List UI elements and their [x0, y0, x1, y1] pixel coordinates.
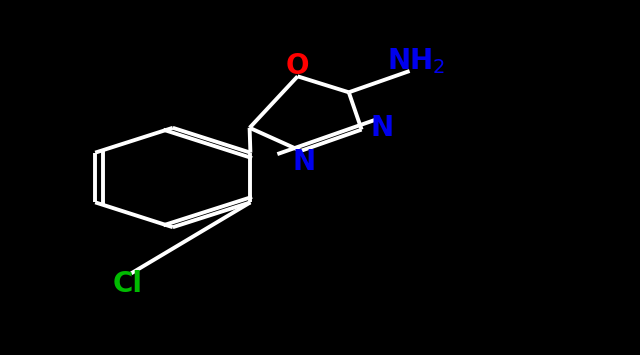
Text: NH$_2$: NH$_2$ [387, 46, 445, 76]
Text: N: N [292, 148, 316, 176]
Text: Cl: Cl [113, 270, 143, 298]
Text: N: N [371, 114, 394, 142]
Text: O: O [286, 52, 309, 80]
